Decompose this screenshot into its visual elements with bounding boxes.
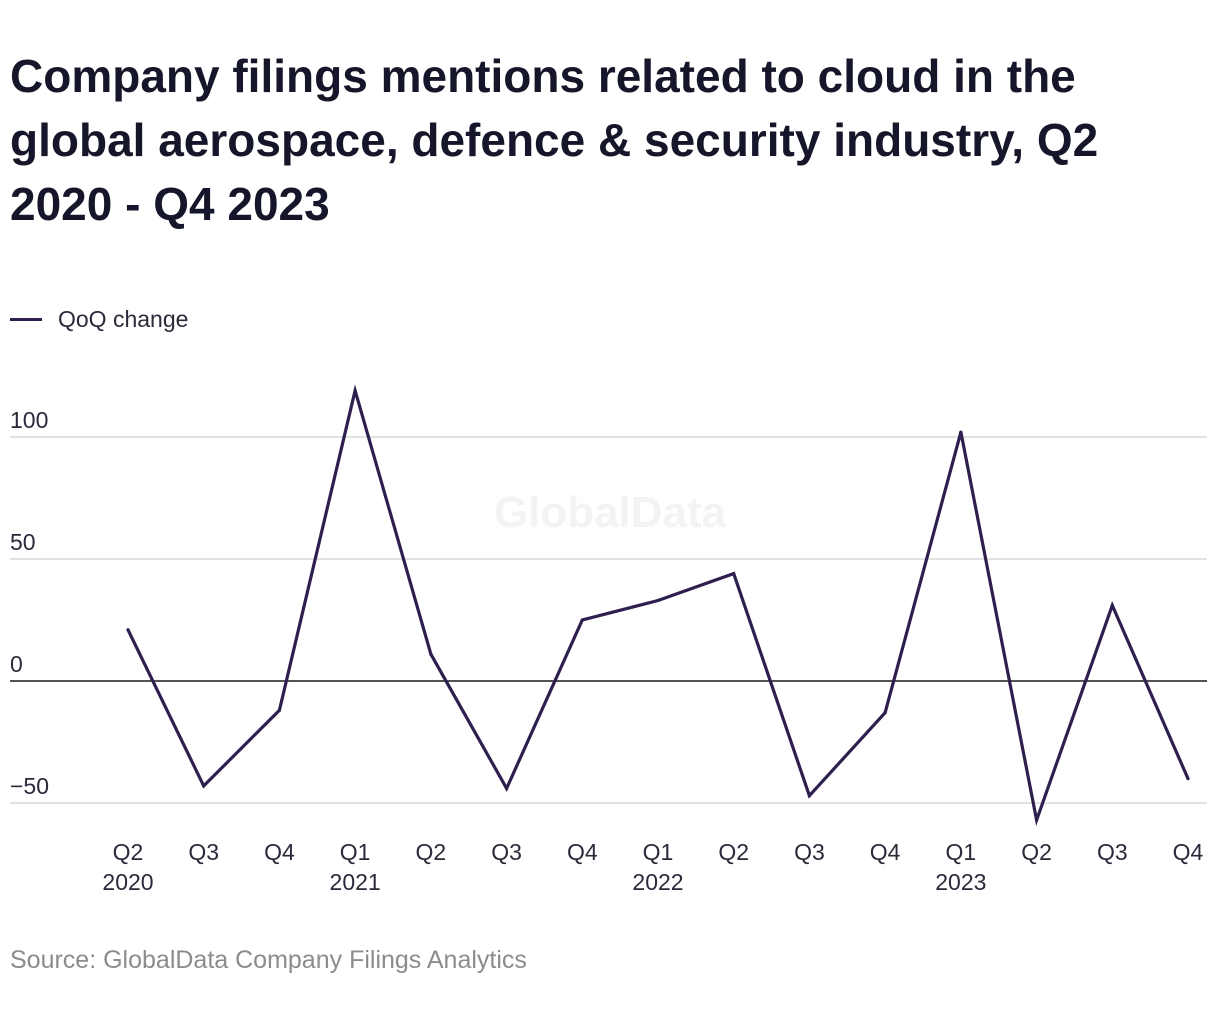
y-axis-ticks: 100 50 0 −50: [10, 407, 49, 799]
x-tick-label: Q2: [1021, 839, 1052, 865]
x-tick-year-label: 2022: [632, 869, 683, 895]
data-point: [504, 786, 509, 790]
x-tick-label: Q1: [643, 839, 674, 865]
legend: QoQ change: [10, 306, 188, 333]
data-point: [429, 652, 433, 656]
data-point: [202, 784, 206, 788]
x-tick-label: Q1: [340, 839, 371, 865]
legend-label: QoQ change: [58, 306, 189, 332]
x-tick-label: Q4: [1173, 839, 1204, 865]
x-tick-label: Q3: [491, 839, 522, 865]
data-point: [807, 794, 812, 798]
x-tick-label: Q3: [1097, 839, 1128, 865]
legend-swatch: [10, 318, 42, 321]
source-note: Source: GlobalData Company Filings Analy…: [10, 946, 527, 974]
x-tick-label: Q1: [946, 839, 977, 865]
data-point: [1110, 603, 1114, 607]
x-tick-label: Q2: [416, 839, 447, 865]
x-tick-year-label: 2021: [330, 869, 381, 895]
y-tick-label: 50: [10, 529, 36, 555]
x-tick-label: Q3: [188, 839, 219, 865]
y-tick-label: 0: [10, 651, 23, 677]
data-point: [959, 430, 963, 434]
x-axis-ticks: Q2 2020 Q3 Q4 Q1 2021 Q2 Q3 Q4 Q1 2022 Q2 Q3 Q4 Q1 2023…: [102, 839, 1203, 895]
series-line: [126, 384, 1190, 827]
data-point: [883, 711, 887, 715]
data-point: [580, 618, 584, 622]
y-tick-label: −50: [10, 773, 49, 799]
data-point: [1186, 777, 1190, 781]
series: [126, 384, 1190, 827]
data-point: [656, 598, 660, 603]
x-tick-label: Q2: [718, 839, 749, 865]
watermark: GlobalData: [494, 488, 727, 537]
x-tick-label: Q2: [113, 839, 144, 865]
x-tick-year-label: 2023: [935, 869, 986, 895]
data-point: [126, 628, 130, 632]
gridlines: [10, 436, 1207, 804]
data-point: [277, 708, 282, 712]
x-tick-label: Q4: [264, 839, 295, 865]
data-point: [353, 389, 357, 393]
y-tick-label: 100: [10, 407, 48, 433]
x-tick-label: Q4: [567, 839, 598, 865]
data-point: [732, 572, 736, 576]
x-tick-label: Q3: [794, 839, 825, 865]
chart-title: Company filings mentions related to clou…: [10, 50, 1099, 230]
data-point: [1034, 818, 1039, 822]
x-tick-year-label: 2020: [102, 869, 153, 895]
x-tick-label: Q4: [870, 839, 901, 865]
